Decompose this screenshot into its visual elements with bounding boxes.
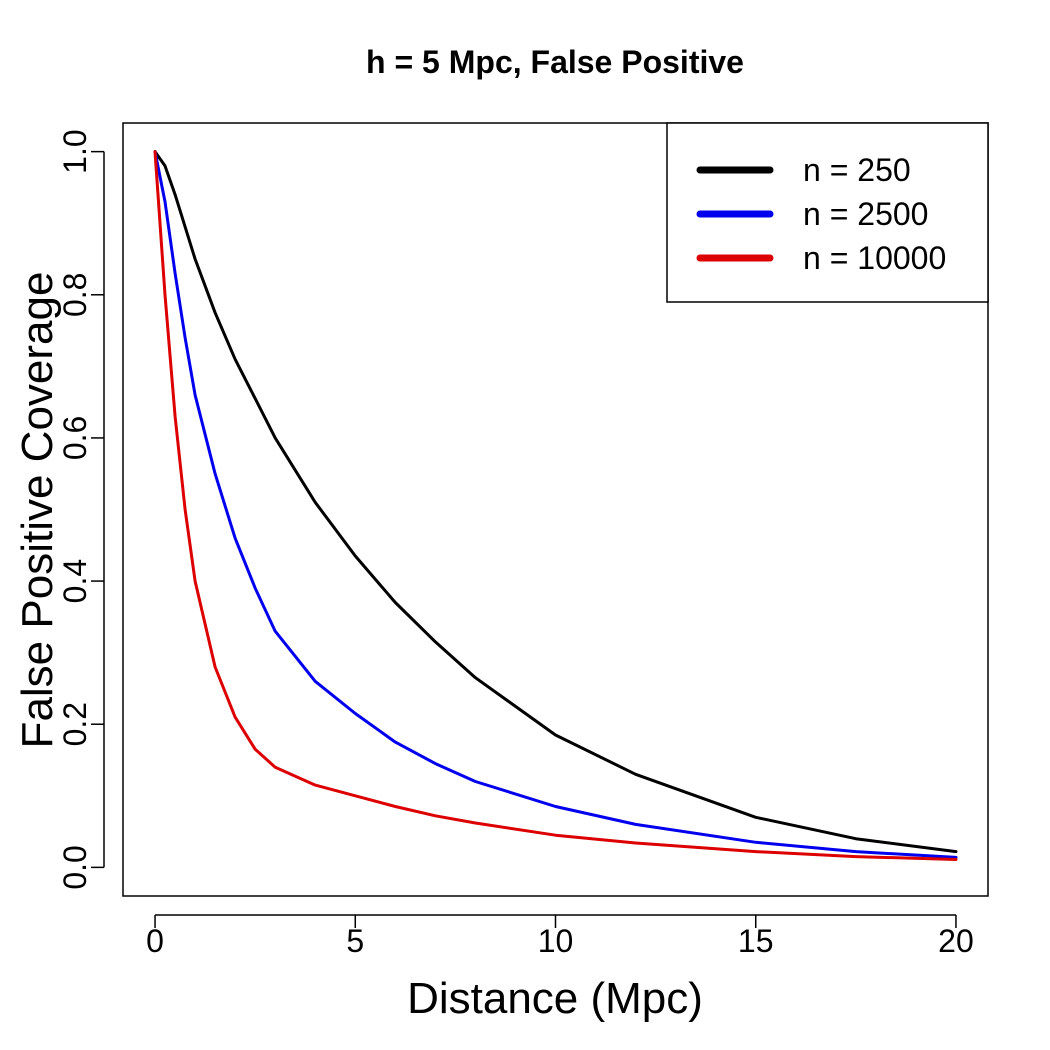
y-tick-label: 0.2 — [57, 702, 93, 746]
x-tick-label: 5 — [346, 923, 364, 959]
y-tick-label: 1.0 — [57, 129, 93, 173]
x-axis: 0 5 10 15 20 — [146, 914, 974, 959]
legend: n = 250 n = 2500 n = 10000 — [666, 122, 989, 303]
legend-label-0: n = 250 — [803, 152, 911, 188]
y-tick-label: 0.8 — [57, 273, 93, 317]
x-tick-label: 0 — [146, 923, 164, 959]
chart-title: h = 5 Mpc, False Positive — [366, 44, 744, 80]
legend-label-1: n = 2500 — [803, 196, 928, 232]
x-tick-label: 15 — [738, 923, 774, 959]
y-tick-label: 0.4 — [57, 559, 93, 603]
y-axis-label: False Positive Coverage — [13, 272, 62, 749]
x-tick-label: 10 — [538, 923, 574, 959]
plot-frame — [122, 122, 989, 897]
y-tick-label: 0.6 — [57, 416, 93, 460]
series-line-1 — [153, 150, 958, 859]
y-axis: 0.0 0.2 0.4 0.6 0.8 1.0 — [57, 129, 105, 890]
series-layer — [153, 150, 958, 861]
legend-items: n = 250 n = 2500 n = 10000 — [696, 152, 946, 276]
legend-label-2: n = 10000 — [803, 240, 946, 276]
x-axis-label: Distance (Mpc) — [407, 974, 703, 1023]
x-tick-label: 20 — [938, 923, 974, 959]
y-tick-label: 0.0 — [57, 845, 93, 889]
series-line-0 — [153, 150, 958, 854]
series-line-2 — [153, 150, 958, 861]
